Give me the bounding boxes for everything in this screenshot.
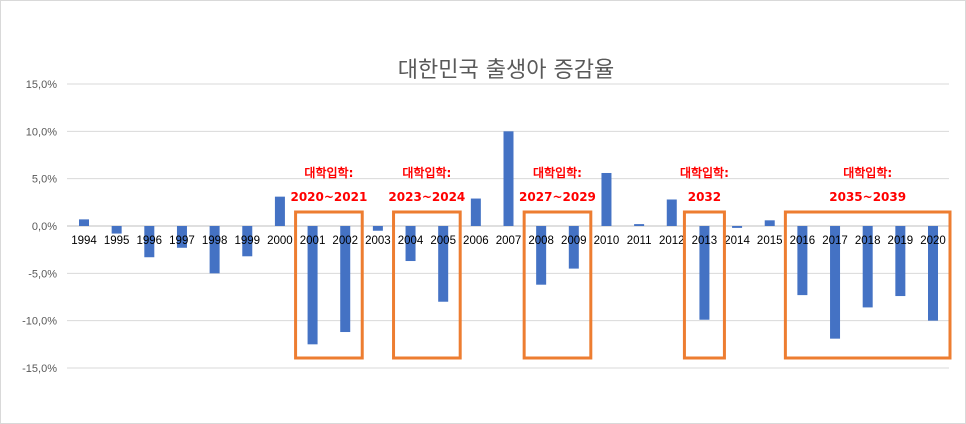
bar-2008 (536, 226, 547, 285)
annotation-line1: 대학입학: (843, 165, 892, 180)
x-tick-label: 2009 (561, 235, 587, 247)
bar-2020 (928, 226, 938, 321)
annotation-line2: 2035~2039 (829, 190, 906, 204)
x-tick-label: 2016 (790, 235, 816, 247)
x-tick-label: 2000 (267, 235, 293, 247)
bar-2000 (274, 196, 285, 226)
x-tick-label: 2008 (528, 235, 554, 247)
bar-2019 (895, 226, 906, 297)
bar-2011 (634, 224, 645, 226)
x-tick-label: 2012 (659, 235, 685, 247)
x-tick-label: 2014 (724, 235, 750, 247)
x-axis-ticks: 1994 1995 1996 1997 1998 1999 2000 2001 2002 2003… (71, 235, 946, 247)
bar-2010 (601, 172, 612, 226)
x-tick-label: 1998 (202, 235, 228, 247)
bar-1994 (79, 219, 89, 226)
bar-2002 (340, 226, 351, 333)
bar-1997 (176, 226, 187, 248)
x-tick-label: 2003 (365, 235, 391, 247)
bar-2017 (830, 226, 841, 339)
x-tick-label: 2017 (822, 235, 848, 247)
y-axis-ticks: 15,0% 10,0% 5,0% 0,0% -5,0% -10,0% -15,0% (22, 79, 57, 375)
chart-title: 대한민국 출생아 증감율 (398, 58, 614, 83)
annotation-line1: 대학입학: (304, 165, 353, 180)
annotation-line1: 대학입학: (533, 165, 582, 180)
x-tick-label: 2020 (920, 235, 946, 247)
y-tick-label: 0,0% (32, 221, 57, 233)
bar-2015 (764, 220, 775, 226)
x-tick-label: 2001 (300, 235, 326, 247)
annotation-box (392, 210, 462, 360)
bar-2006 (470, 198, 481, 226)
bar-2003 (372, 226, 383, 231)
annotations: 대학입학: 2020~2021 대학입학: 2023~2024 대학입학: 2027~20… (290, 165, 952, 360)
annotation-line2: 2023~2024 (388, 190, 465, 204)
annotation-line2: 2027~2029 (519, 190, 596, 204)
y-tick-label: 5,0% (32, 174, 57, 186)
bar-1999 (242, 226, 253, 257)
annotation-line2: 2032 (688, 190, 721, 204)
x-tick-label: 1995 (104, 235, 130, 247)
x-tick-label: 2010 (594, 235, 620, 247)
bar-2004 (405, 226, 416, 262)
x-tick-label: 2004 (398, 235, 424, 247)
annotation-box (522, 210, 593, 360)
y-tick-label: -5,0% (28, 268, 57, 280)
bar-2014 (732, 226, 743, 228)
x-tick-label: 1997 (169, 235, 195, 247)
bar-2009 (568, 226, 579, 269)
y-tick-label: -15,0% (22, 363, 57, 375)
annotation-line1: 대학입학: (402, 165, 451, 180)
x-tick-label: 1994 (71, 235, 97, 247)
x-tick-label: 2007 (496, 235, 522, 247)
y-tick-label: 15,0% (26, 79, 57, 91)
x-tick-label: 2002 (332, 235, 358, 247)
x-tick-label: 2013 (692, 235, 718, 247)
bar-2005 (438, 226, 449, 302)
bar-series (79, 131, 938, 345)
annotation-box (682, 210, 726, 360)
bar-2007 (503, 131, 514, 226)
x-tick-label: 1996 (137, 235, 163, 247)
annotation-box (294, 210, 364, 360)
annotation-line2: 2020~2021 (290, 190, 367, 204)
bar-1998 (209, 226, 220, 274)
bar-2001 (307, 226, 318, 345)
x-tick-label: 2011 (627, 235, 652, 247)
x-tick-label: 1999 (234, 235, 260, 247)
y-tick-label: -10,0% (22, 316, 57, 328)
x-tick-label: 2005 (430, 235, 456, 247)
x-tick-label: 2018 (855, 235, 881, 247)
y-tick-label: 10,0% (26, 126, 57, 138)
bar-2013 (699, 226, 710, 320)
annotation-line1: 대학입학: (680, 165, 729, 180)
x-tick-label: 2019 (888, 235, 914, 247)
x-tick-label: 2006 (463, 235, 489, 247)
annotation-box (783, 210, 952, 360)
bar-2016 (797, 226, 808, 296)
x-tick-label: 2015 (757, 235, 783, 247)
bar-2018 (862, 226, 873, 308)
bar-1996 (144, 226, 155, 258)
bar-1995 (111, 226, 122, 234)
bar-2012 (666, 199, 677, 226)
